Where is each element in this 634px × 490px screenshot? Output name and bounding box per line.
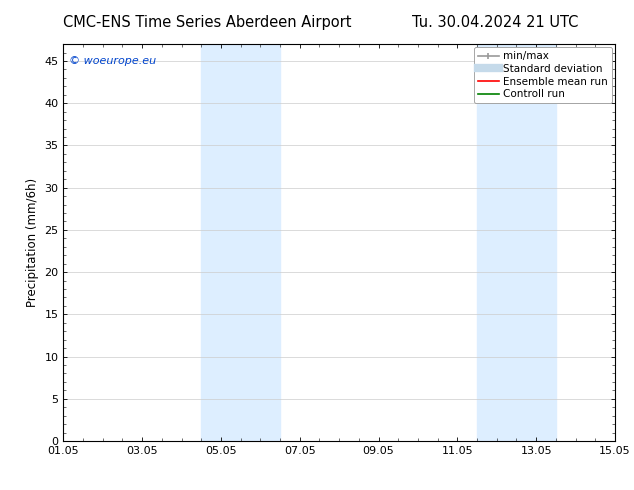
Legend: min/max, Standard deviation, Ensemble mean run, Controll run: min/max, Standard deviation, Ensemble me… (474, 47, 612, 103)
Text: Tu. 30.04.2024 21 UTC: Tu. 30.04.2024 21 UTC (412, 15, 578, 30)
Bar (477, 44, 556, 441)
Y-axis label: Precipitation (mm/6h): Precipitation (mm/6h) (26, 178, 39, 307)
Text: CMC-ENS Time Series Aberdeen Airport: CMC-ENS Time Series Aberdeen Airport (63, 15, 352, 30)
Text: © woeurope.eu: © woeurope.eu (69, 56, 156, 66)
Bar (202, 44, 280, 441)
